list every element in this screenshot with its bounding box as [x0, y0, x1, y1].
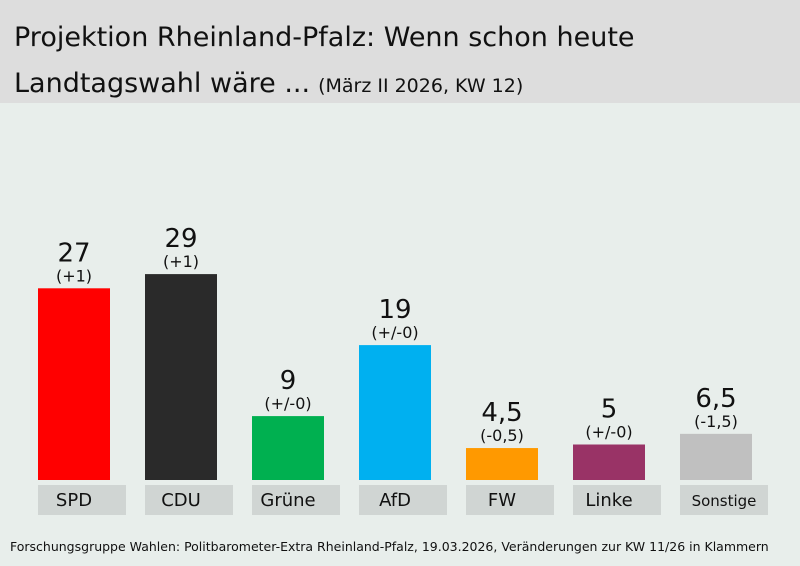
chart-title-line1: Projektion Rheinland-Pfalz: Wenn schon h… [14, 22, 635, 53]
bar-gr-ne [252, 416, 324, 480]
bar-afd [359, 345, 431, 480]
header: Projektion Rheinland-Pfalz: Wenn schon h… [0, 0, 800, 103]
bar-fw [466, 448, 538, 480]
change-label-gr-ne: (+/-0) [264, 394, 311, 413]
change-label-sonstige: (-1,5) [694, 412, 738, 431]
category-label-linke: Linke [585, 490, 632, 511]
category-box-cdu [145, 485, 233, 515]
value-label-afd: 19 [378, 295, 411, 325]
bar-spd [38, 288, 110, 480]
category-label-cdu: CDU [161, 490, 201, 511]
chart-subtitle: (März II 2026, KW 12) [318, 75, 524, 97]
bar-sonstige [680, 433, 752, 480]
value-label-linke: 5 [601, 395, 618, 425]
value-label-gr-ne: 9 [280, 366, 297, 396]
value-label-fw: 4,5 [481, 398, 522, 428]
bar-cdu [145, 274, 217, 480]
category-label-sonstige: Sonstige [692, 492, 757, 510]
value-label-spd: 27 [57, 238, 90, 268]
category-label-afd: AfD [379, 490, 411, 511]
change-label-fw: (-0,5) [480, 426, 524, 445]
category-box-sonstige [680, 485, 768, 515]
category-label-spd: SPD [56, 490, 92, 511]
category-label-fw: FW [488, 490, 516, 511]
change-label-cdu: (+1) [163, 252, 199, 271]
chart-title-line2: Landtagswahl wäre ... (März II 2026, KW 1… [14, 68, 523, 99]
change-label-spd: (+1) [56, 266, 92, 285]
category-box-spd [38, 485, 126, 515]
category-box-fw [466, 485, 554, 515]
source-footnote: Forschungsgruppe Wahlen: Politbarometer-… [10, 539, 769, 554]
category-box-gr-ne [252, 485, 340, 515]
change-label-linke: (+/-0) [585, 423, 632, 442]
category-box-afd [359, 485, 447, 515]
value-label-sonstige: 6,5 [695, 384, 736, 414]
value-label-cdu: 29 [164, 224, 197, 254]
change-label-afd: (+/-0) [371, 323, 418, 342]
category-label-gr-ne: Grüne [260, 490, 315, 511]
bar-linke [573, 444, 645, 480]
chart-title-line2-text: Landtagswahl wäre ... [14, 68, 311, 99]
category-box-linke [573, 485, 661, 515]
